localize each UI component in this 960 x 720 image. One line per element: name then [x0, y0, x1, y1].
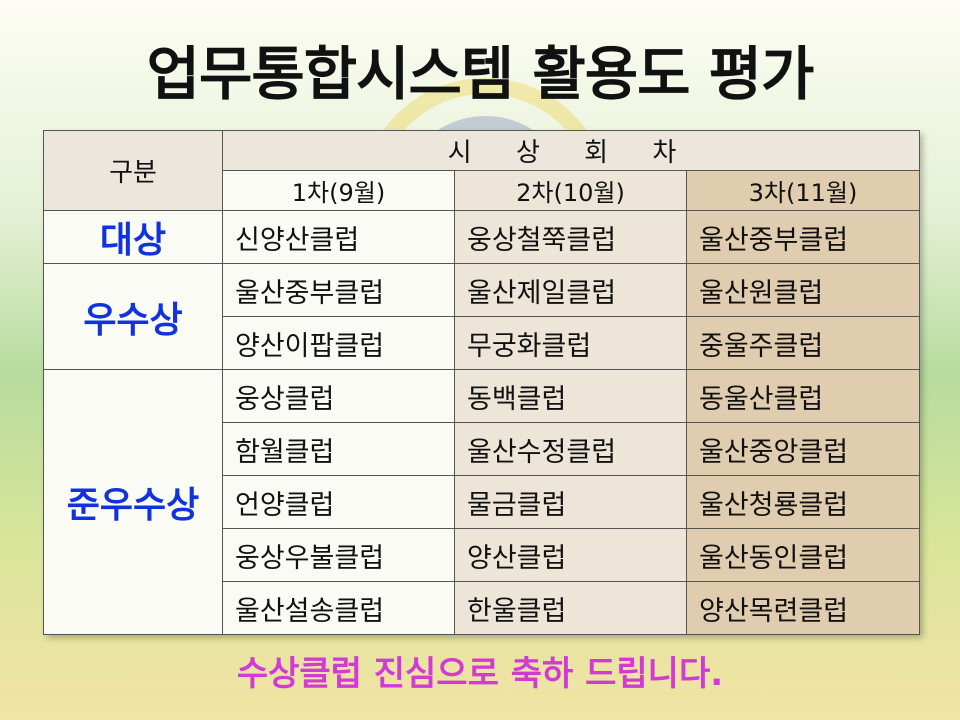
- congratulation-message: 수상클럽 진심으로 축하 드립니다.: [236, 654, 724, 694]
- table-row: 양산이팝클럽 무궁화클럽 중울주클럽: [44, 316, 921, 370]
- club-cell: 울산원클럽: [685, 263, 921, 317]
- club-cell: 무궁화클럽: [454, 316, 687, 370]
- club-cell: 양산목련클럽: [685, 581, 921, 635]
- round-header: 1차(9월): [222, 170, 455, 211]
- table-row: 언양클럽 물금클럽 울산청룡클럽: [44, 475, 921, 529]
- award-category-grand: 대상: [43, 210, 223, 264]
- category-header: 구분: [43, 130, 223, 211]
- club-cell: 신양산클럽: [222, 210, 455, 264]
- club-cell: 동백클럽: [454, 369, 687, 423]
- award-category-excellence: 우수상: [43, 263, 223, 370]
- club-cell: 울산중부클럽: [685, 210, 921, 264]
- club-cell: 함월클럽: [222, 422, 455, 476]
- club-cell: 웅상철쭉클럽: [454, 210, 687, 264]
- club-cell: 울산청룡클럽: [685, 475, 921, 529]
- club-cell: 중울주클럽: [685, 316, 921, 370]
- round-header: 3차(11월): [685, 170, 921, 211]
- award-category-merit: 준우수상: [43, 369, 223, 635]
- club-cell: 울산중부클럽: [222, 263, 455, 317]
- table-row: 대상 신양산클럽 웅상철쭉클럽 울산중부클럽: [43, 210, 921, 264]
- club-cell: 한울클럽: [454, 581, 687, 635]
- table-row: 웅상우불클럽 양산클럽 울산동인클럽: [44, 528, 921, 582]
- club-cell: 울산설송클럽: [222, 581, 455, 635]
- club-cell: 울산제일클럽: [454, 263, 687, 317]
- club-cell: 울산동인클럽: [685, 528, 921, 582]
- page-title: 업무통합시스템 활용도 평가: [146, 40, 815, 108]
- club-cell: 웅상우불클럽: [222, 528, 455, 582]
- table-row: 함월클럽 울산수정클럽 울산중앙클럽: [44, 422, 921, 476]
- club-cell: 울산중앙클럽: [685, 422, 921, 476]
- table-row: 울산설송클럽 한울클럽 양산목련클럽: [44, 581, 921, 635]
- club-cell: 언양클럽: [222, 475, 455, 529]
- club-cell: 웅상클럽: [222, 369, 455, 423]
- club-cell: 양산이팝클럽: [222, 316, 455, 370]
- table-row: 우수상 울산중부클럽 울산제일클럽 울산원클럽: [43, 263, 921, 370]
- award-table: 구분 시 상 회 차 1차(9월) 2차(10월) 3차(11월) 대상 신양산…: [43, 130, 921, 635]
- club-cell: 양산클럽: [454, 528, 687, 582]
- round-header: 2차(10월): [454, 170, 687, 211]
- club-cell: 동울산클럽: [685, 369, 921, 423]
- round-group-header: 시 상 회 차: [221, 130, 921, 171]
- table-row: 준우수상 웅상클럽 동백클럽 동울산클럽: [43, 369, 921, 635]
- club-cell: 울산수정클럽: [454, 422, 687, 476]
- club-cell: 물금클럽: [454, 475, 687, 529]
- award-table-container: 구분 시 상 회 차 1차(9월) 2차(10월) 3차(11월) 대상 신양산…: [43, 130, 921, 635]
